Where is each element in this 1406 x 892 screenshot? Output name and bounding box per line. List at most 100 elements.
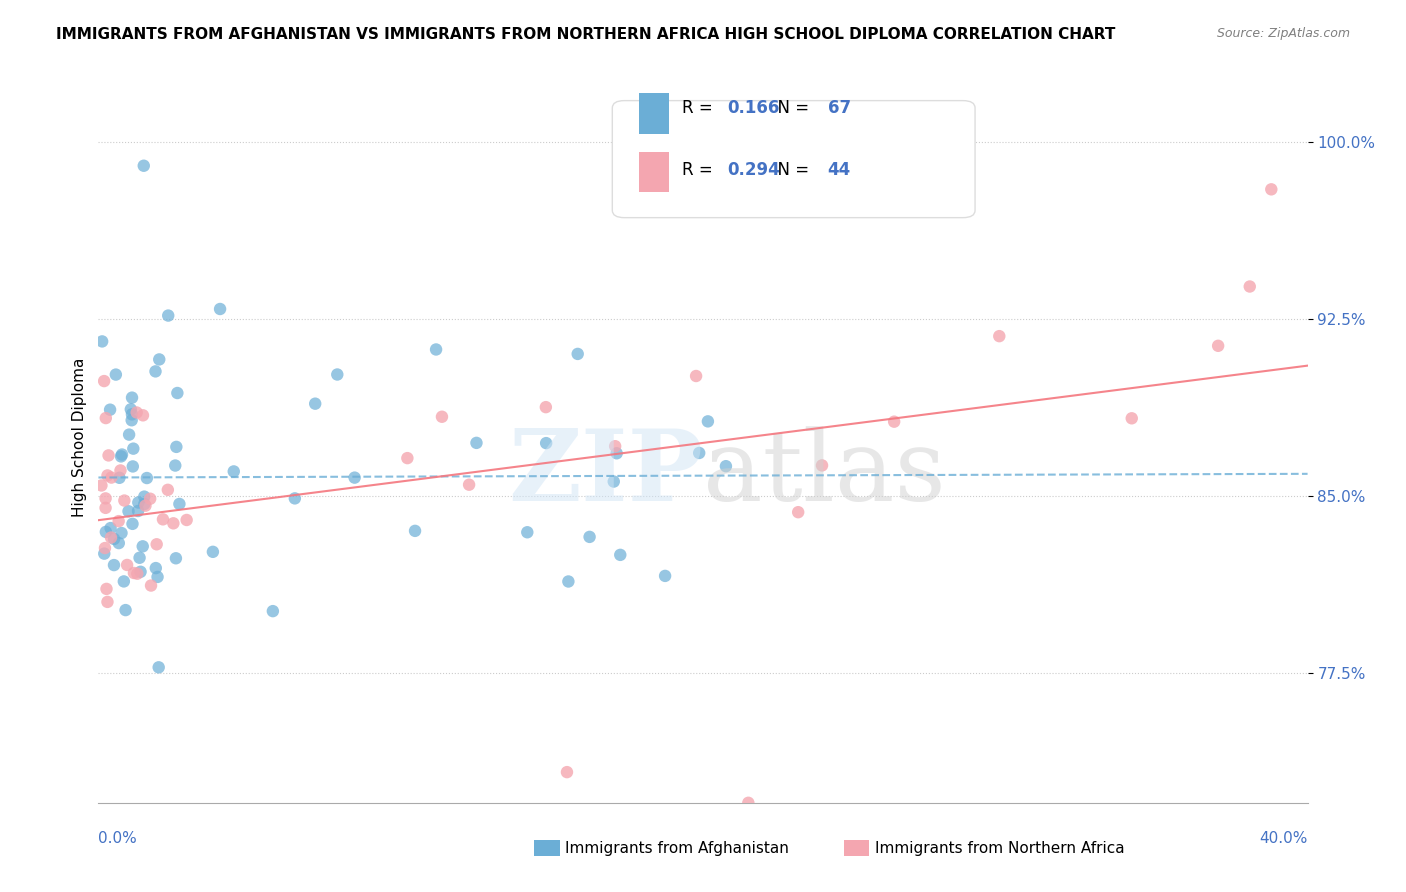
Immigrants from Afghanistan bbox=[148, 352, 170, 367]
Immigrants from Afghanistan bbox=[110, 526, 132, 541]
Immigrants from Afghanistan bbox=[94, 524, 117, 539]
Immigrants from Afghanistan bbox=[262, 604, 284, 618]
Immigrants from Afghanistan bbox=[134, 497, 156, 511]
Immigrants from Afghanistan bbox=[129, 565, 152, 579]
Immigrants from Afghanistan bbox=[121, 516, 143, 531]
Immigrants from Northern Africa bbox=[122, 566, 145, 580]
Immigrants from Northern Africa bbox=[458, 477, 481, 491]
Immigrants from Northern Africa bbox=[139, 578, 162, 592]
Immigrants from Northern Africa bbox=[97, 449, 120, 463]
Immigrants from Afghanistan bbox=[578, 530, 600, 544]
Immigrants from Northern Africa bbox=[396, 451, 419, 466]
Immigrants from Northern Africa bbox=[127, 566, 149, 581]
Immigrants from Northern Africa bbox=[96, 595, 118, 609]
Immigrants from Afghanistan bbox=[103, 558, 125, 573]
Immigrants from Afghanistan bbox=[326, 368, 349, 382]
Immigrants from Afghanistan bbox=[127, 504, 149, 518]
Immigrants from Northern Africa bbox=[125, 405, 148, 419]
Immigrants from Afghanistan bbox=[121, 459, 143, 474]
Immigrants from Afghanistan bbox=[606, 446, 628, 460]
Immigrants from Northern Africa bbox=[134, 499, 156, 513]
Immigrants from Afghanistan bbox=[148, 660, 170, 674]
Immigrants from Northern Africa bbox=[96, 468, 118, 483]
Text: Immigrants from Northern Africa: Immigrants from Northern Africa bbox=[875, 841, 1125, 855]
Text: Source: ZipAtlas.com: Source: ZipAtlas.com bbox=[1216, 27, 1350, 40]
Text: 0.0%: 0.0% bbox=[98, 831, 138, 847]
Immigrants from Northern Africa bbox=[96, 582, 118, 596]
Immigrants from Northern Africa bbox=[90, 478, 112, 492]
Immigrants from Northern Africa bbox=[811, 458, 834, 473]
Immigrants from Afghanistan bbox=[165, 551, 187, 566]
Immigrants from Afghanistan bbox=[157, 309, 180, 323]
Immigrants from Afghanistan bbox=[465, 436, 488, 450]
Immigrants from Northern Africa bbox=[156, 483, 179, 497]
Immigrants from Northern Africa bbox=[94, 500, 117, 515]
Immigrants from Afghanistan bbox=[108, 471, 131, 485]
Immigrants from Northern Africa bbox=[555, 765, 578, 780]
Immigrants from Afghanistan bbox=[425, 343, 447, 357]
Immigrants from Afghanistan bbox=[209, 301, 232, 316]
Immigrants from Afghanistan bbox=[118, 427, 141, 442]
Immigrants from Afghanistan bbox=[111, 448, 134, 462]
Immigrants from Northern Africa bbox=[139, 491, 162, 506]
Immigrants from Afghanistan bbox=[404, 524, 426, 538]
Immigrants from Afghanistan bbox=[91, 334, 114, 349]
Immigrants from Afghanistan bbox=[122, 442, 145, 456]
Immigrants from Northern Africa bbox=[132, 409, 155, 423]
Immigrants from Northern Africa bbox=[534, 400, 557, 414]
Immigrants from Afghanistan bbox=[166, 386, 188, 401]
Immigrants from Northern Africa bbox=[737, 796, 759, 810]
Immigrants from Afghanistan bbox=[603, 475, 626, 489]
Immigrants from Northern Africa bbox=[883, 415, 905, 429]
Immigrants from Afghanistan bbox=[696, 414, 718, 428]
Immigrants from Afghanistan bbox=[120, 402, 142, 417]
Text: 0.294: 0.294 bbox=[727, 161, 780, 179]
Immigrants from Afghanistan bbox=[169, 497, 191, 511]
Immigrants from Northern Africa bbox=[430, 409, 453, 424]
Text: N =: N = bbox=[768, 99, 814, 117]
Immigrants from Northern Africa bbox=[112, 493, 135, 508]
Immigrants from Northern Africa bbox=[152, 512, 174, 526]
Immigrants from Northern Africa bbox=[115, 558, 138, 572]
Immigrants from Afghanistan bbox=[132, 159, 155, 173]
Immigrants from Afghanistan bbox=[98, 402, 121, 417]
Immigrants from Afghanistan bbox=[104, 368, 127, 382]
Immigrants from Afghanistan bbox=[516, 525, 538, 540]
Immigrants from Afghanistan bbox=[112, 574, 135, 589]
Y-axis label: High School Diploma: High School Diploma bbox=[72, 358, 87, 516]
Immigrants from Afghanistan bbox=[110, 450, 132, 464]
Immigrants from Afghanistan bbox=[165, 458, 187, 473]
Immigrants from Afghanistan bbox=[145, 561, 167, 575]
Text: N =: N = bbox=[768, 161, 814, 179]
Immigrants from Northern Africa bbox=[107, 514, 129, 528]
Text: Immigrants from Afghanistan: Immigrants from Afghanistan bbox=[565, 841, 789, 855]
Immigrants from Northern Africa bbox=[685, 369, 707, 384]
Immigrants from Northern Africa bbox=[1206, 339, 1229, 353]
Text: ZIP: ZIP bbox=[508, 425, 703, 522]
Immigrants from Northern Africa bbox=[605, 439, 627, 453]
Text: 44: 44 bbox=[828, 161, 851, 179]
Text: 40.0%: 40.0% bbox=[1260, 831, 1308, 847]
Text: 0.166: 0.166 bbox=[727, 99, 779, 117]
Immigrants from Afghanistan bbox=[304, 397, 326, 411]
Immigrants from Northern Africa bbox=[94, 491, 117, 506]
Immigrants from Afghanistan bbox=[100, 521, 122, 535]
Immigrants from Afghanistan bbox=[93, 547, 115, 561]
Immigrants from Northern Africa bbox=[787, 505, 810, 519]
Immigrants from Afghanistan bbox=[128, 550, 150, 565]
Immigrants from Northern Africa bbox=[100, 470, 122, 484]
Immigrants from Afghanistan bbox=[132, 539, 155, 553]
Immigrants from Afghanistan bbox=[714, 459, 737, 474]
Immigrants from Afghanistan bbox=[117, 504, 139, 518]
Immigrants from Northern Africa bbox=[94, 541, 117, 555]
Immigrants from Afghanistan bbox=[654, 569, 676, 583]
Text: IMMIGRANTS FROM AFGHANISTAN VS IMMIGRANTS FROM NORTHERN AFRICA HIGH SCHOOL DIPLO: IMMIGRANTS FROM AFGHANISTAN VS IMMIGRANT… bbox=[56, 27, 1115, 42]
Immigrants from Northern Africa bbox=[176, 513, 198, 527]
Immigrants from Afghanistan bbox=[121, 413, 143, 427]
Immigrants from Afghanistan bbox=[165, 440, 187, 454]
FancyBboxPatch shape bbox=[638, 94, 669, 134]
Immigrants from Northern Africa bbox=[1121, 411, 1143, 425]
Immigrants from Afghanistan bbox=[135, 471, 157, 485]
Immigrants from Northern Africa bbox=[93, 374, 115, 388]
Immigrants from Afghanistan bbox=[284, 491, 307, 506]
